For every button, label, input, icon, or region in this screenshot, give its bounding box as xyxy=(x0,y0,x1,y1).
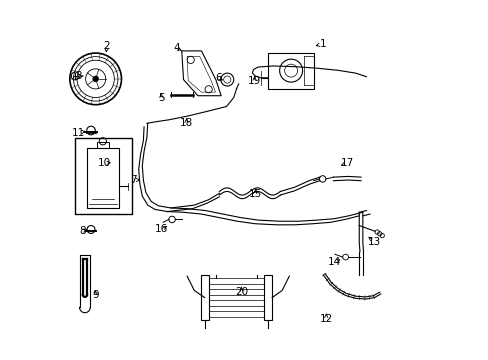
Text: 2: 2 xyxy=(103,41,109,50)
Text: 19: 19 xyxy=(247,76,261,86)
Text: 12: 12 xyxy=(319,314,332,324)
Text: 16: 16 xyxy=(154,225,167,234)
Text: 4: 4 xyxy=(173,43,179,53)
Text: 18: 18 xyxy=(180,118,193,128)
Text: 10: 10 xyxy=(97,158,110,168)
Text: 14: 14 xyxy=(327,257,341,267)
Bar xyxy=(97,142,108,148)
Text: 13: 13 xyxy=(367,237,380,247)
Text: 6: 6 xyxy=(215,73,222,83)
Text: 9: 9 xyxy=(92,291,99,301)
Text: 1: 1 xyxy=(320,39,326,49)
Bar xyxy=(267,53,314,89)
Text: 17: 17 xyxy=(341,158,354,168)
Circle shape xyxy=(93,76,99,82)
Text: 15: 15 xyxy=(248,189,262,199)
Text: 8: 8 xyxy=(79,226,85,236)
Text: 7: 7 xyxy=(130,175,136,185)
Text: 5: 5 xyxy=(158,93,164,103)
Bar xyxy=(264,275,271,320)
Text: 3: 3 xyxy=(75,71,82,81)
Polygon shape xyxy=(187,56,215,92)
Bar xyxy=(86,148,119,208)
Bar xyxy=(201,275,208,320)
Bar xyxy=(75,138,132,214)
Text: 11: 11 xyxy=(72,128,85,138)
Text: 20: 20 xyxy=(235,287,248,297)
